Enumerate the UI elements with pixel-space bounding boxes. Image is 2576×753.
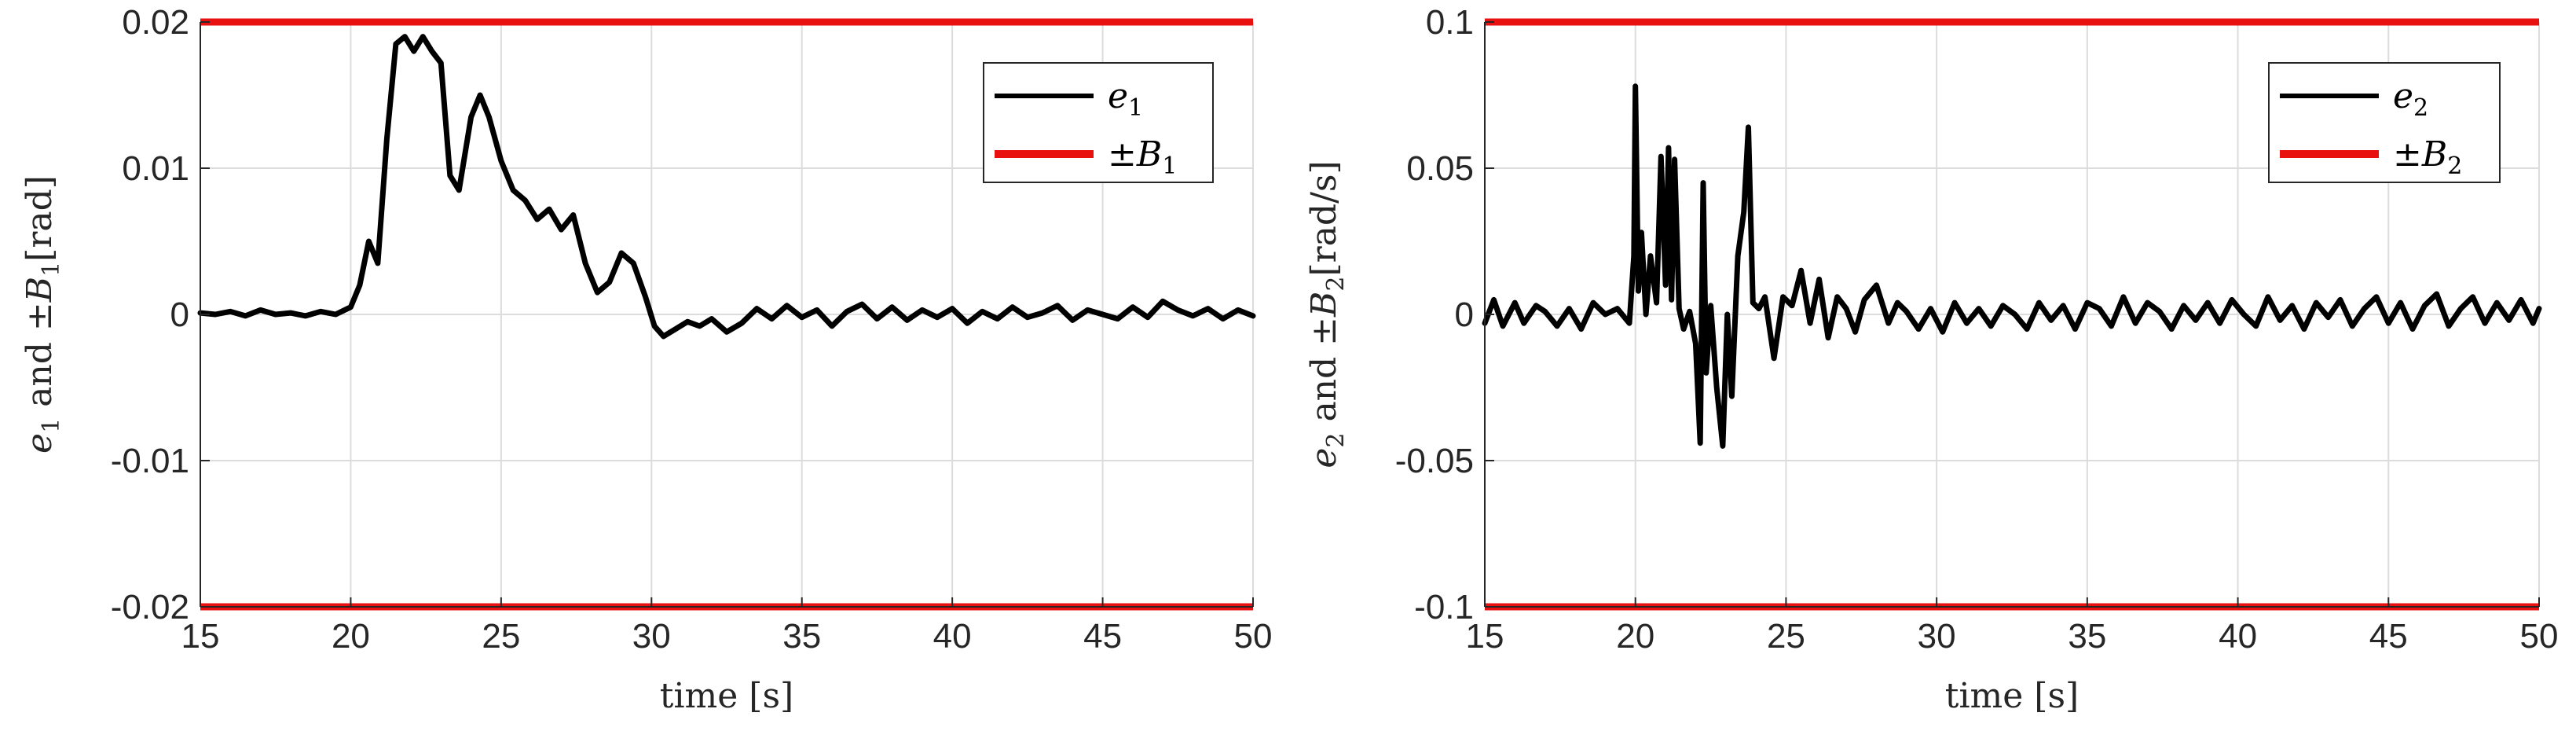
x-tick-label: 35 [2068,617,2106,656]
x-tick-label: 50 [1234,617,1273,656]
x-tick-label: 50 [2520,617,2559,656]
y-tick-label: 0 [1455,296,1474,334]
y-axis-label: e1 and ±B1[rad] [20,175,65,454]
left-chart-panel: 15 20 25 30 35 40 45 50 0.02 0.01 0 -0.01 -0.02 time … [20,3,1272,716]
y-tick-label: 0.05 [1406,149,1474,188]
y-tick-label: -0.05 [1395,442,1474,480]
legend-label: ±B2 [2393,134,2462,180]
series-line-e2 [1482,83,2542,449]
y-tick-label: 0.1 [1426,3,1474,42]
x-tick-label: 45 [1083,617,1122,656]
x-tick-label: 30 [1918,617,1956,656]
y-tick-label: 0.01 [122,149,189,188]
y-tick-label: 0.02 [122,3,189,42]
legend: e1±B1 [983,62,1214,183]
y-axis-label: e2 and ±B2[rad/s] [1304,160,1350,468]
x-tick-label: 15 [181,617,220,656]
legend-label: e2 [2393,76,2428,122]
y-tick-label: -0.02 [111,588,189,626]
x-tick-label: 35 [782,617,821,656]
y-tick-label: -0.1 [1414,588,1474,626]
legend-label: ±B1 [1108,134,1177,180]
x-tick-label: 20 [1616,617,1654,656]
series-line-e1 [197,34,1256,340]
y-tick-label: -0.01 [111,442,189,480]
x-tick-label: 25 [1767,617,1805,656]
x-tick-label: 40 [2219,617,2257,656]
legend-box [2268,62,2501,183]
x-axis-label: time [s] [660,676,793,716]
x-axis-label: time [s] [1945,676,2079,716]
x-tick-label: 25 [482,617,520,656]
legend: e2±B2 [2268,62,2501,183]
x-tick-label: 20 [332,617,370,656]
x-tick-label: 45 [2369,617,2408,656]
x-tick-label: 40 [933,617,972,656]
legend-box [983,62,1214,183]
x-tick-label: 15 [1466,617,1504,656]
right-chart-panel: 15 20 25 30 35 40 45 50 0.1 0.05 0 -0.05 -0.1 time [s… [1304,3,2558,716]
legend-label: e1 [1108,76,1143,122]
x-tick-label: 30 [632,617,671,656]
y-tick-label: 0 [170,296,189,334]
